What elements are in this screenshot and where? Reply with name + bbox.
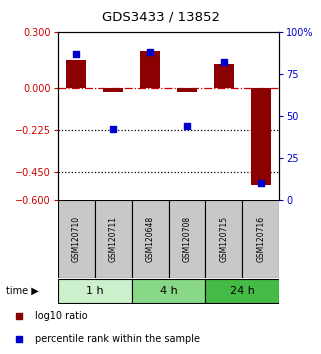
Bar bbox=[251, 88, 271, 185]
Point bbox=[17, 336, 22, 342]
Text: GDS3433 / 13852: GDS3433 / 13852 bbox=[101, 11, 220, 24]
Point bbox=[17, 313, 22, 319]
Text: GSM120648: GSM120648 bbox=[145, 216, 155, 262]
Bar bbox=[242, 200, 279, 278]
Point bbox=[74, 51, 79, 57]
Text: 1 h: 1 h bbox=[86, 286, 103, 296]
Bar bbox=[132, 200, 169, 278]
Text: GSM120711: GSM120711 bbox=[108, 216, 118, 262]
Bar bbox=[214, 64, 234, 88]
Bar bbox=[205, 279, 279, 303]
Bar bbox=[66, 60, 86, 88]
Point bbox=[221, 59, 226, 65]
Bar bbox=[169, 200, 205, 278]
Point bbox=[147, 49, 153, 55]
Text: GSM120716: GSM120716 bbox=[256, 216, 265, 262]
Text: 4 h: 4 h bbox=[160, 286, 178, 296]
Text: GSM120710: GSM120710 bbox=[72, 216, 81, 262]
Point bbox=[110, 127, 116, 132]
Bar bbox=[132, 279, 205, 303]
Point bbox=[258, 181, 263, 186]
Bar bbox=[58, 279, 132, 303]
Bar bbox=[177, 88, 197, 92]
Text: GSM120715: GSM120715 bbox=[219, 216, 229, 262]
Text: time ▶: time ▶ bbox=[6, 286, 39, 296]
Bar bbox=[58, 200, 95, 278]
Bar bbox=[205, 200, 242, 278]
Text: percentile rank within the sample: percentile rank within the sample bbox=[35, 334, 200, 344]
Text: GSM120708: GSM120708 bbox=[182, 216, 192, 262]
Bar bbox=[103, 88, 123, 92]
Text: 24 h: 24 h bbox=[230, 286, 255, 296]
Bar bbox=[140, 51, 160, 88]
Point bbox=[184, 123, 189, 129]
Text: log10 ratio: log10 ratio bbox=[35, 311, 88, 321]
Bar bbox=[95, 200, 132, 278]
